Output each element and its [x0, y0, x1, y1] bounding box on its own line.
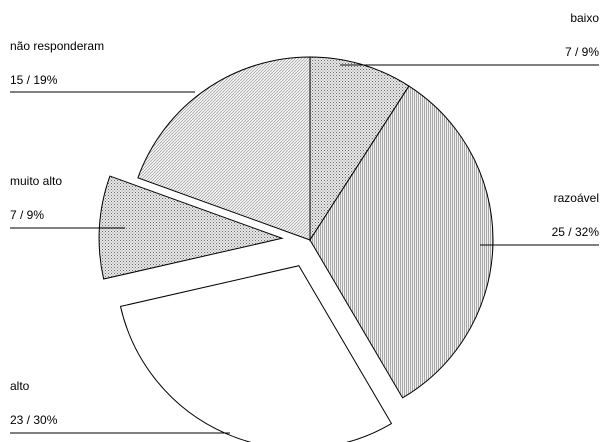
slice-label-baixo: baixo: [570, 11, 599, 25]
slice-label-razoavel: razoável: [554, 191, 599, 205]
pie-slice-nao-responderam: [137, 56, 311, 241]
slice-label-nao-responderam: não responderam: [10, 39, 104, 53]
pie-slice-razoavel: [309, 85, 494, 399]
slice-label-alto: alto: [10, 379, 30, 393]
pie-slice-muito-alto: [98, 175, 284, 280]
slice-value-alto: 23 / 30%: [10, 413, 58, 427]
slice-value-muito-alto: 7 / 9%: [10, 208, 44, 222]
slice-value-razoavel: 25 / 32%: [552, 225, 600, 239]
slice-value-nao-responderam: 15 / 19%: [10, 73, 58, 87]
slice-label-muito-alto: muito alto: [10, 174, 62, 188]
pie-slice-baixo: [309, 56, 410, 242]
pie-slice-alto: [119, 265, 393, 442]
slice-value-baixo: 7 / 9%: [565, 45, 599, 59]
